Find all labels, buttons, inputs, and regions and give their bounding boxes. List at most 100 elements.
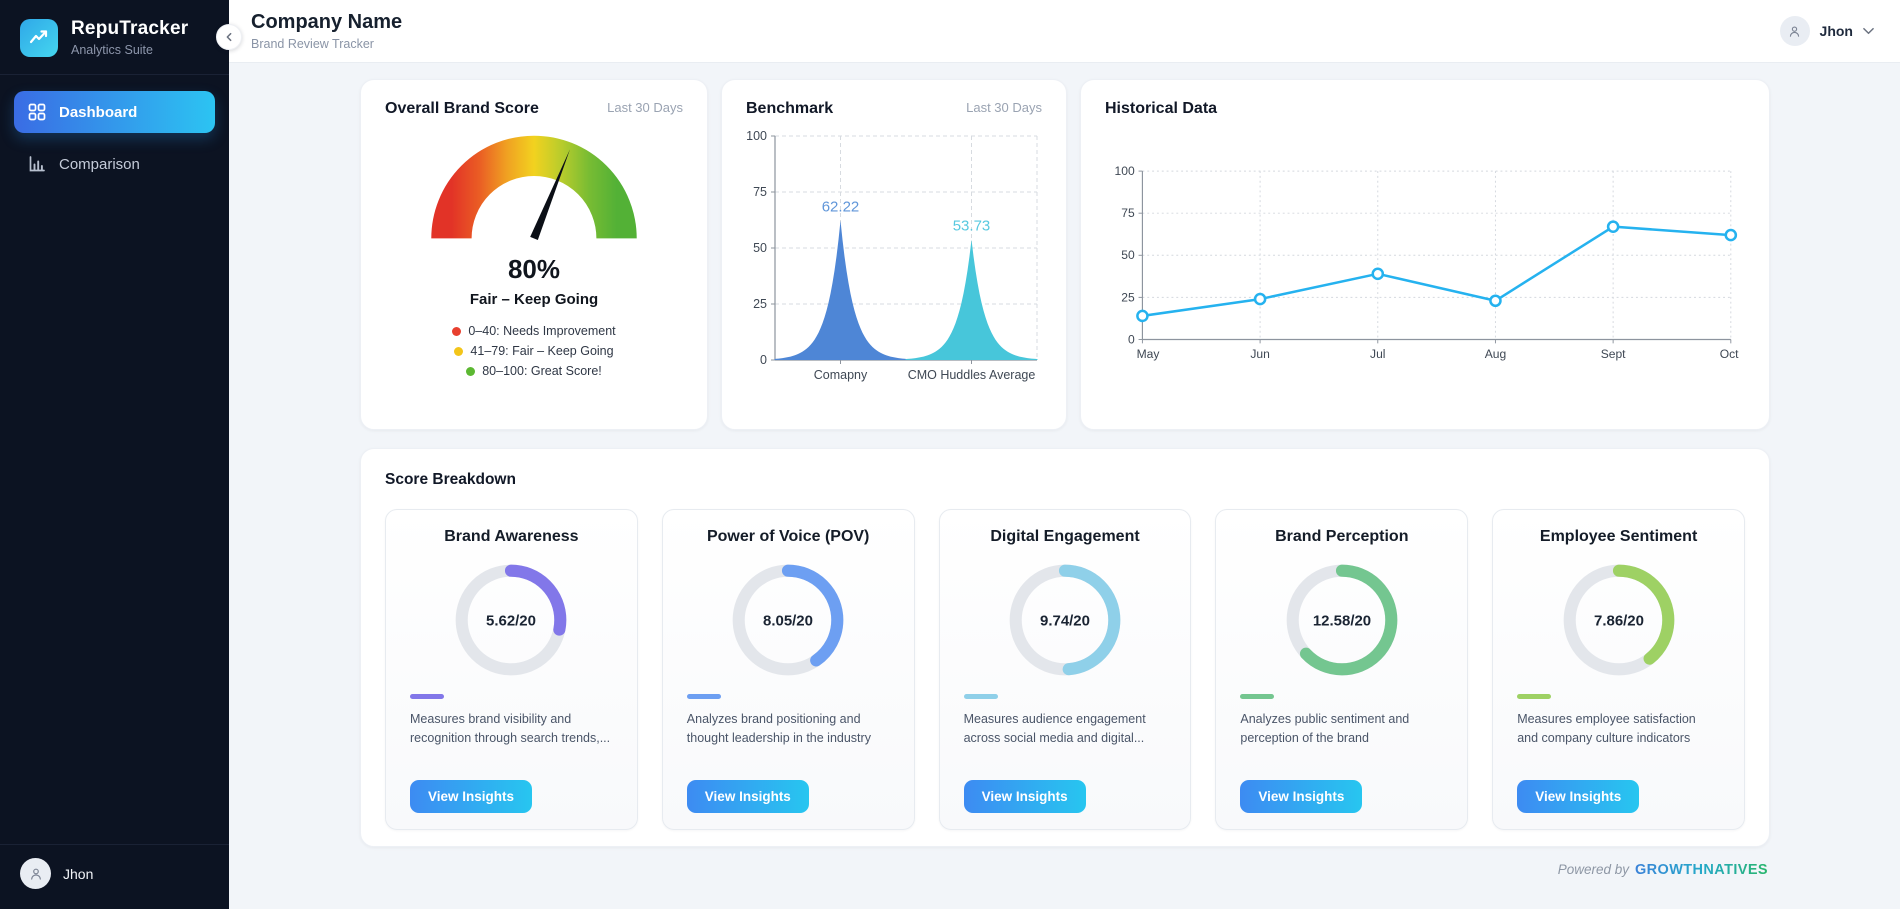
legend-row: 0–40: Needs Improvement [452,324,616,338]
page-header: Company Name Brand Review Tracker Jhon [229,0,1900,63]
overall-brand-score-card: Overall Brand Score Last 30 Days 80% Fai… [360,79,708,430]
sidebar: RepuTracker Analytics Suite Dashb [0,0,242,909]
historical-data-card: Historical Data 0 25 50 75 100 May Jun Jul Aug Se… [1080,79,1770,430]
sidebar-user[interactable]: Jhon [0,844,229,909]
score-color-bar [1240,694,1275,699]
score-card-title: Brand Perception [1275,528,1409,545]
donut-chart: 7.86/20 [1563,564,1674,676]
person-icon [30,868,41,880]
donut-block: 7.86/20 [1517,562,1720,678]
svg-text:7.86/20: 7.86/20 [1594,612,1644,629]
svg-text:0: 0 [1128,332,1135,346]
sidebar-item-label: Dashboard [59,103,138,121]
historical-line-chart: 0 25 50 75 100 May Jun Jul Aug Sept Oct [1115,164,1740,361]
svg-text:12.58/20: 12.58/20 [1313,612,1371,629]
svg-text:Aug: Aug [1485,347,1507,361]
svg-text:75: 75 [753,185,767,199]
bar-chart-icon [28,155,46,173]
score-color-bar [963,694,998,699]
card-title: Historical Data [1105,100,1218,117]
card-period: Last 30 Days [607,100,683,115]
svg-text:53.73: 53.73 [953,218,991,235]
score-card-title: Brand Awareness [444,528,579,545]
sidebar-spacer [0,201,229,844]
svg-text:0: 0 [760,353,767,367]
card-period: Last 30 Days [966,100,1042,115]
score-card-title: Power of Voice (POV) [706,528,870,545]
score-card-title: Employee Sentiment [1539,528,1698,545]
sidebar-user-name: Jhon [63,865,94,882]
donut-chart: 5.62/20 [456,564,567,676]
user-avatar [1779,16,1810,46]
svg-text:75: 75 [1121,206,1135,220]
score-breakdown-panel: Score Breakdown Brand Awareness 5.62/20 … [360,448,1770,847]
svg-text:62.22: 62.22 [822,199,860,216]
donut-block: 8.05/20 [687,562,890,678]
gauge-block: 80% Fair – Keep Going 0–40: Needs Improv… [361,128,707,378]
sidebar-nav: Dashboard Comparison [0,75,229,201]
powered-by-text: Powered by [1557,862,1629,877]
top-cards-row: Overall Brand Score Last 30 Days 80% Fai… [360,79,1770,430]
card-title: Benchmark [746,100,834,117]
header-user-menu[interactable]: Jhon [1779,16,1874,46]
svg-text:100: 100 [746,129,767,143]
header-titles: Company Name Brand Review Tracker [251,11,402,51]
svg-text:50: 50 [753,241,767,255]
grid-icon [28,103,46,121]
page-title: Company Name [251,11,403,33]
score-card-description: Measures audience engagement across soci… [963,712,1146,745]
svg-text:8.05/20: 8.05/20 [763,612,813,629]
logo-icon [20,18,58,57]
sidebar-item-dashboard[interactable]: Dashboard [14,91,215,133]
svg-text:Jul: Jul [1370,347,1385,361]
chevron-down-icon [1863,27,1874,35]
view-insights-button[interactable]: View Insights [963,780,1086,813]
svg-text:May: May [1137,347,1161,361]
legend-row: 41–79: Fair – Keep Going [454,344,614,358]
growthnatives-logo: GROWTHNATIVES [1634,862,1768,878]
legend-dot-green [466,366,476,376]
legend-label: 80–100: Great Score! [482,364,602,378]
card-title: Overall Brand Score [385,100,539,117]
view-insights-button[interactable]: View Insights [1240,780,1363,813]
donut-block: 9.74/20 [964,562,1167,678]
donut-chart: 8.05/20 [732,564,844,676]
benchmark-chart: 0 25 50 75 100 62.22 Comapny 53.73 CMO Huddles A… [746,129,1038,382]
gauge-legend: 0–40: Needs Improvement 41–79: Fair – Ke… [452,324,616,378]
legend-dot-red [452,326,462,336]
view-insights-button[interactable]: View Insights [1517,780,1640,813]
gauge-score-value: 80% [507,254,561,284]
score-color-bar [1517,694,1552,699]
brand: RepuTracker Analytics Suite [0,0,229,75]
card-header: Benchmark Last 30 Days [722,80,1066,118]
legend-dot-yellow [454,346,464,356]
card-header: Overall Brand Score Last 30 Days [361,80,707,118]
svg-text:Oct: Oct [1720,347,1739,361]
sidebar-collapse-button[interactable] [216,24,242,50]
svg-text:5.62/20: 5.62/20 [486,612,536,629]
brand-tagline: Analytics Suite [71,43,153,57]
gauge-status-label: Fair – Keep Going [469,291,599,308]
view-insights-button[interactable]: View Insights [410,780,533,813]
score-cards: Brand Awareness 5.62/20 Measures brand v… [385,509,1745,830]
gauge-chart [431,135,637,240]
main-area: Company Name Brand Review Tracker Jhon [229,0,1900,909]
svg-text:25: 25 [753,297,767,311]
score-card-digital-engagement: Digital Engagement 9.74/20 Measures audi… [938,509,1192,830]
donut-block: 12.58/20 [1240,562,1443,678]
donut-block: 5.62/20 [410,562,613,678]
svg-text:Comapny: Comapny [814,368,868,382]
view-insights-button[interactable]: View Insights [686,780,809,813]
score-card-title: Digital Engagement [990,528,1140,545]
score-card-description: Measures employee satisfaction and compa… [1517,712,1696,745]
content: Overall Brand Score Last 30 Days 80% Fai… [229,63,1900,909]
legend-label: 0–40: Needs Improvement [468,324,616,338]
legend-label: 41–79: Fair – Keep Going [470,344,614,358]
sidebar-item-comparison[interactable]: Comparison [14,143,215,185]
person-icon [1789,25,1800,37]
brand-text: RepuTracker Analytics Suite [71,18,188,57]
card-header: Historical Data [1081,80,1769,118]
donut-chart: 12.58/20 [1286,564,1398,676]
brand-name: RepuTracker [71,18,189,39]
